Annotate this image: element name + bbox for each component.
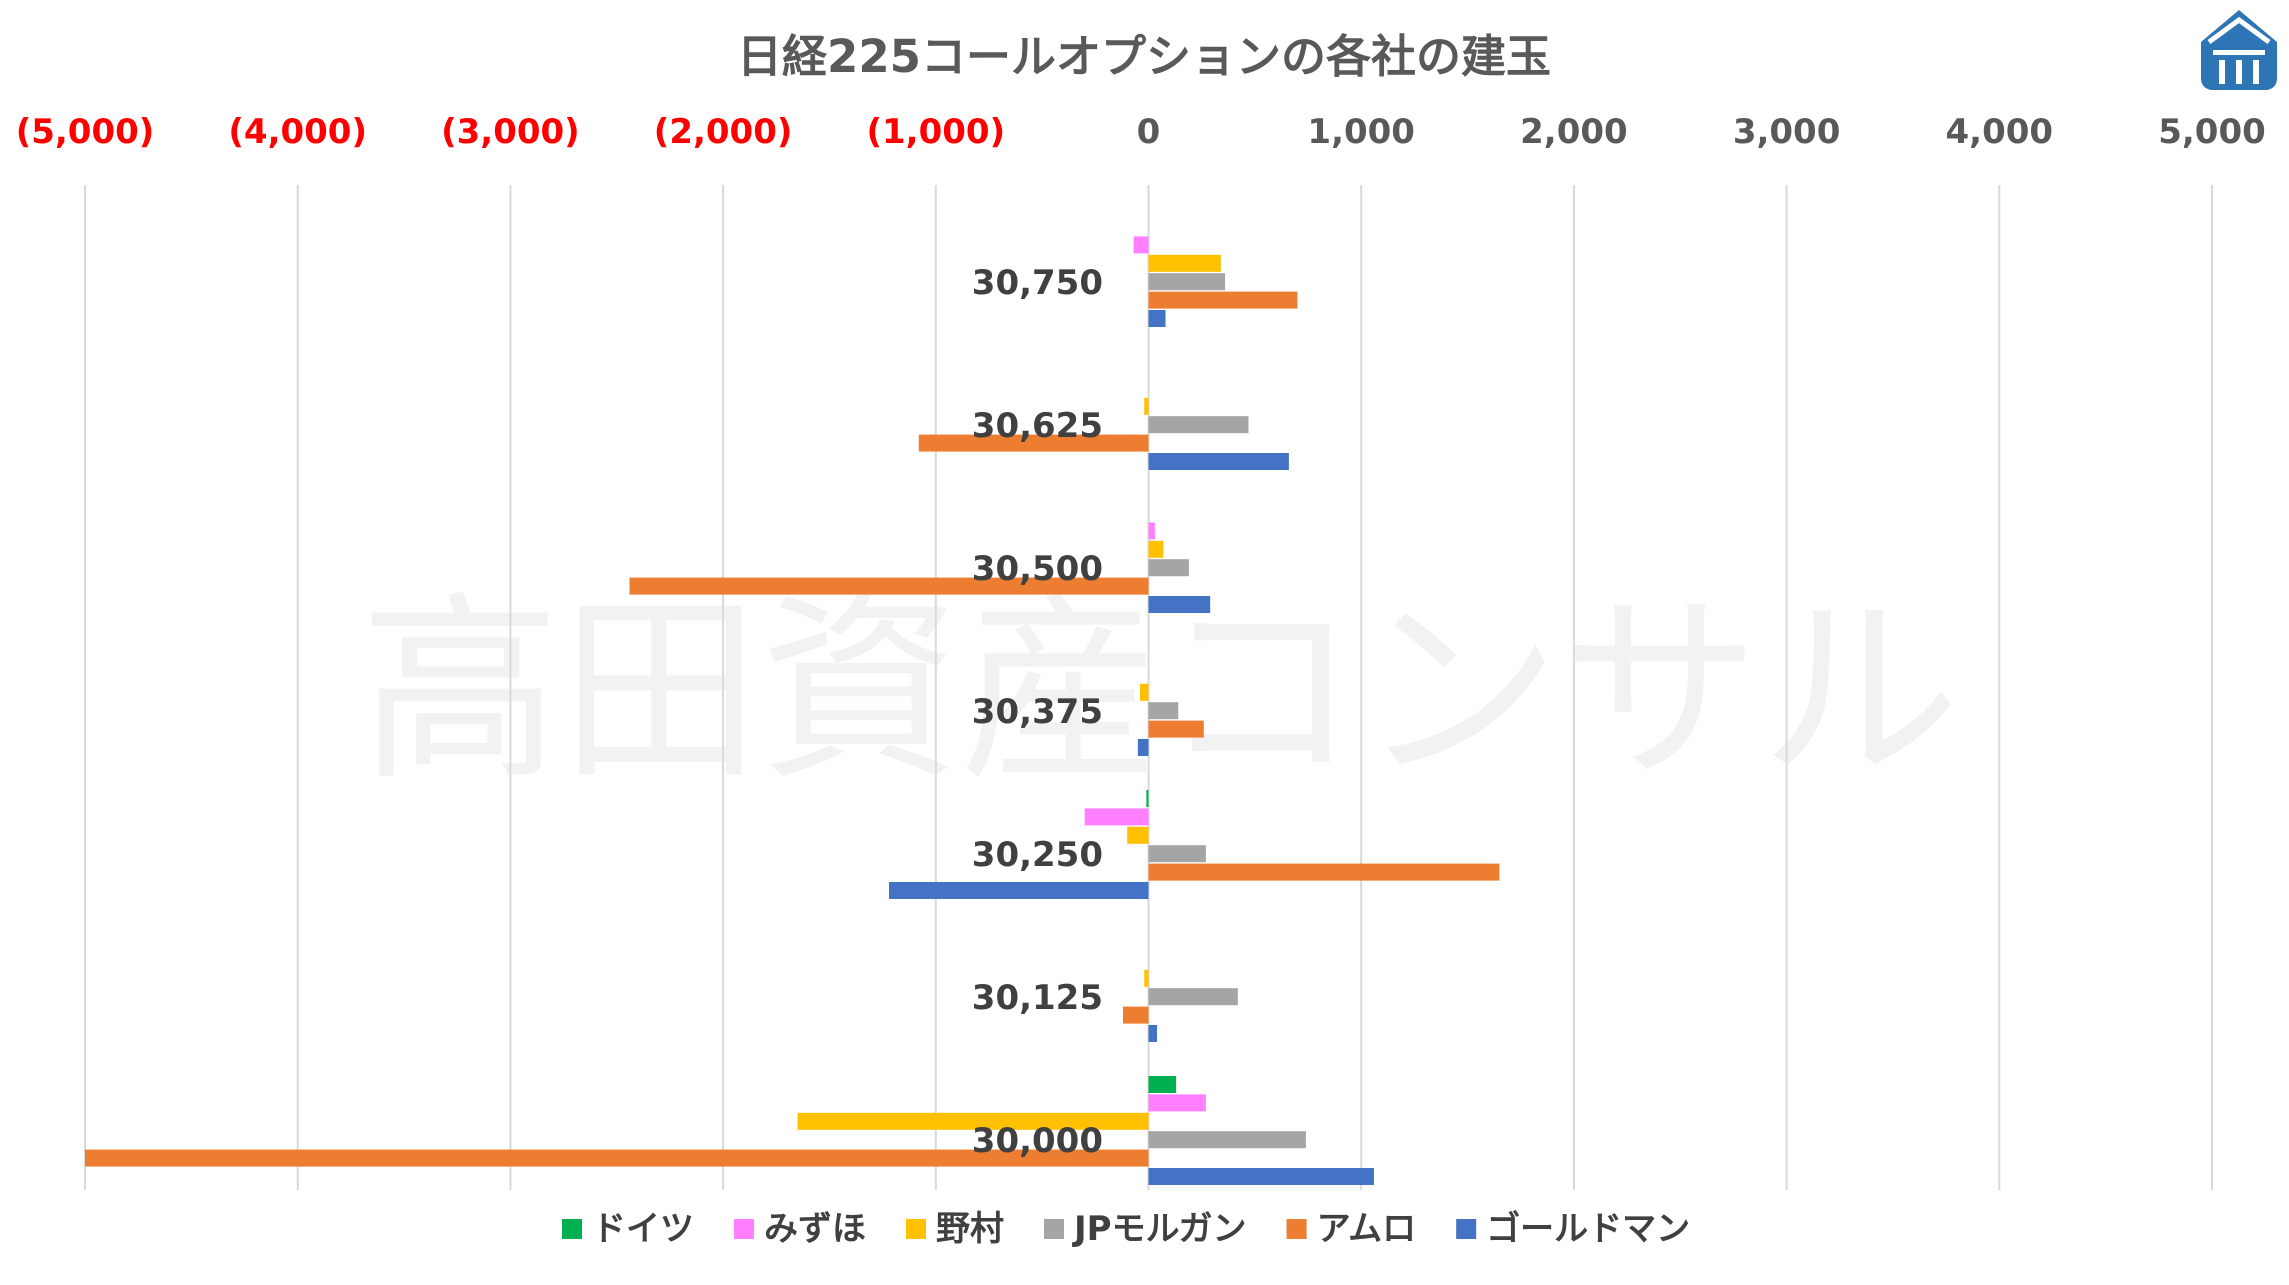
bar xyxy=(1148,845,1206,863)
category-labels: 30,750 30,625 30,500 30,375 30,250 30,125 30,0… xyxy=(972,263,1103,1161)
x-tick-label: 4,000 xyxy=(1946,112,2054,152)
legend-swatch xyxy=(906,1219,926,1239)
x-tick-label: (3,000) xyxy=(441,112,580,152)
x-tick-label: 5,000 xyxy=(2158,112,2266,152)
x-axis-ticks: (5,000) (4,000) (3,000) (2,000) (1,000) 0 1,00… xyxy=(16,112,2266,152)
bar xyxy=(1122,1006,1149,1024)
category-label: 30,125 xyxy=(972,978,1103,1018)
legend-label: アムロ xyxy=(1317,1209,1417,1249)
bar xyxy=(1148,1025,1158,1042)
legend-label: みずほ xyxy=(764,1209,866,1249)
legend: ドイツ みずほ 野村 JPモルガン アムロ ゴールドマン xyxy=(562,1209,1690,1249)
bar xyxy=(889,882,1149,899)
bar xyxy=(1133,236,1149,254)
bar xyxy=(1148,522,1155,540)
x-tick-label: (1,000) xyxy=(866,112,1005,152)
x-tick-label: 0 xyxy=(1137,112,1161,152)
bar xyxy=(1148,540,1164,558)
bar xyxy=(1148,559,1189,577)
bar xyxy=(1148,273,1226,291)
bar xyxy=(1148,596,1211,613)
legend-label: ゴールドマン xyxy=(1486,1209,1690,1249)
bar xyxy=(1148,254,1221,272)
bar xyxy=(1148,720,1204,738)
bar xyxy=(85,1149,1149,1167)
category-label: 30,250 xyxy=(972,835,1103,875)
bars xyxy=(85,236,1500,1185)
legend-swatch xyxy=(1456,1219,1477,1239)
watermark: 高田資産コンサル xyxy=(360,575,1960,808)
bar xyxy=(1148,1131,1306,1149)
legend-swatch xyxy=(562,1219,582,1239)
bar xyxy=(1148,702,1179,720)
bar xyxy=(1144,397,1149,415)
legend-swatch xyxy=(1286,1219,1307,1239)
bar xyxy=(1148,291,1298,309)
bar xyxy=(1148,1076,1177,1093)
x-tick-label: (5,000) xyxy=(16,112,155,152)
category-label: 30,750 xyxy=(972,263,1103,303)
legend-label: JPモルガン xyxy=(1072,1209,1247,1249)
bar xyxy=(1139,683,1149,701)
bar xyxy=(1148,1168,1374,1185)
x-tick-label: 1,000 xyxy=(1307,112,1415,152)
bar xyxy=(629,577,1149,595)
bar xyxy=(1127,826,1149,844)
legend-label: ドイツ xyxy=(592,1209,694,1249)
chart-title: 日経225コールオプションの各社の建玉 xyxy=(737,30,1551,83)
bar xyxy=(1148,1094,1206,1112)
legend-swatch xyxy=(734,1219,754,1239)
bar xyxy=(1144,969,1149,987)
bar xyxy=(1137,739,1149,756)
bar xyxy=(1084,808,1149,826)
bar xyxy=(1148,416,1249,434)
x-tick-label: (4,000) xyxy=(228,112,367,152)
bar xyxy=(1148,453,1289,470)
legend-label: 野村 xyxy=(936,1209,1004,1249)
category-label: 30,375 xyxy=(972,692,1103,732)
x-tick-label: 3,000 xyxy=(1733,112,1841,152)
bar xyxy=(1148,988,1238,1006)
bar xyxy=(1148,863,1500,881)
category-label: 30,500 xyxy=(972,549,1103,589)
x-tick-label: (2,000) xyxy=(654,112,793,152)
category-label: 30,625 xyxy=(972,406,1103,446)
logo-icon xyxy=(2201,10,2277,90)
bar xyxy=(918,434,1149,452)
x-tick-label: 2,000 xyxy=(1520,112,1628,152)
bar xyxy=(1146,790,1149,807)
legend-swatch xyxy=(1044,1219,1064,1239)
category-label: 30,000 xyxy=(972,1121,1103,1161)
bar xyxy=(1148,310,1166,327)
bar xyxy=(797,1112,1149,1130)
